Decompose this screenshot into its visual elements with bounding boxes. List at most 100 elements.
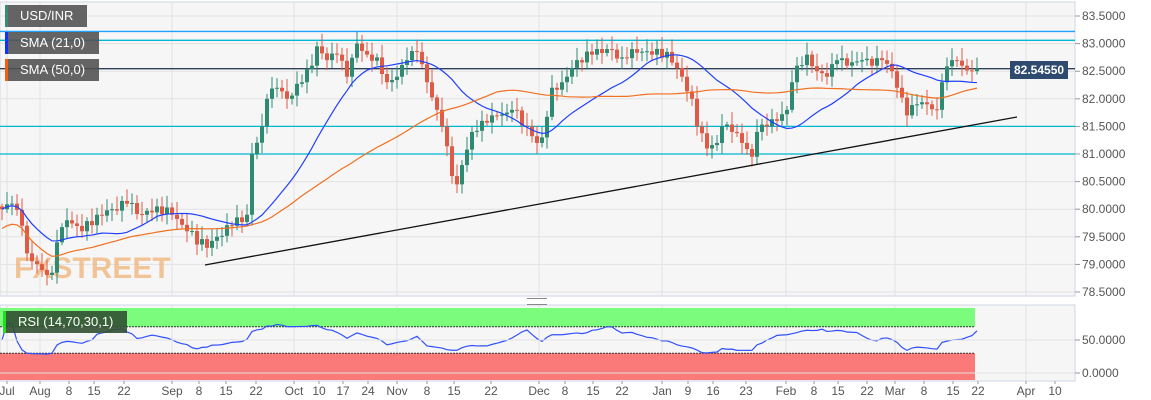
- sma21-legend[interactable]: SMA (21,0): [5, 32, 100, 54]
- candle: [770, 108, 774, 134]
- candle-body: [695, 98, 699, 127]
- candle-body: [465, 149, 469, 166]
- candle: [430, 69, 434, 102]
- candle-body: [0, 206, 4, 210]
- candle-body: [605, 49, 609, 53]
- y-tick-label: 79.0000: [1082, 257, 1126, 271]
- candle-body: [530, 126, 534, 137]
- candle-body: [510, 109, 514, 113]
- candle: [505, 103, 509, 122]
- x-tick-label: Jan: [652, 384, 671, 398]
- candle: [765, 113, 769, 136]
- candle-body: [385, 73, 389, 83]
- candle: [905, 91, 909, 127]
- candle: [625, 47, 629, 65]
- x-tick-label: 9: [685, 384, 692, 398]
- x-tick-label: Dec: [528, 384, 549, 398]
- candle: [140, 201, 144, 225]
- candle-body: [615, 49, 619, 59]
- candle-body: [370, 54, 374, 61]
- candle-body: [360, 43, 364, 51]
- candle-body: [100, 214, 104, 216]
- rsi-legend[interactable]: RSI (14,70,30,1): [3, 311, 128, 333]
- candle: [150, 198, 154, 222]
- sma50-legend[interactable]: SMA (50,0): [5, 59, 100, 81]
- candle: [445, 118, 449, 157]
- candle: [435, 94, 439, 121]
- candle: [375, 53, 379, 66]
- candle: [170, 202, 174, 221]
- candle-body: [215, 236, 219, 241]
- y-tick-label: 80.5000: [1082, 175, 1126, 189]
- candle: [835, 54, 839, 71]
- candle: [600, 37, 604, 64]
- candle-body: [975, 68, 979, 72]
- candle-body: [80, 225, 84, 232]
- candle: [240, 210, 244, 233]
- candle-body: [910, 105, 914, 116]
- candle-body: [815, 66, 819, 72]
- candle-body: [710, 145, 714, 149]
- candle-body: [730, 124, 734, 132]
- candle: [695, 86, 699, 136]
- candle: [915, 94, 919, 117]
- candle: [465, 136, 469, 173]
- candle: [930, 100, 934, 116]
- candle: [235, 204, 239, 231]
- candle-body: [415, 51, 419, 53]
- candle-body: [25, 225, 29, 254]
- candle-body: [410, 51, 414, 61]
- candle-body: [945, 66, 949, 83]
- candle-body: [670, 51, 674, 63]
- candle: [630, 42, 634, 68]
- candle: [860, 52, 864, 73]
- x-tick-label: 17: [336, 384, 350, 398]
- candle: [275, 78, 279, 98]
- x-tick-label: 23: [739, 384, 753, 398]
- candle-body: [235, 217, 239, 226]
- symbol-legend[interactable]: USD/INR: [5, 5, 88, 27]
- pane-resize-handle[interactable]: [527, 298, 547, 305]
- candle: [885, 50, 889, 73]
- x-tick-label: 15: [586, 384, 600, 398]
- candle: [440, 97, 444, 133]
- candle-body: [780, 114, 784, 121]
- candle: [160, 196, 164, 222]
- candle-body: [890, 63, 894, 72]
- x-tick-label: 22: [971, 384, 985, 398]
- candle: [480, 110, 484, 142]
- candle-body: [395, 76, 399, 81]
- candle: [640, 47, 644, 62]
- candle-body: [40, 264, 44, 270]
- candle: [965, 58, 969, 75]
- candle: [385, 67, 389, 90]
- x-tick-label: 22: [117, 384, 131, 398]
- candle-body: [440, 109, 444, 127]
- candle-body: [425, 64, 429, 83]
- candle-body: [430, 82, 434, 98]
- candle: [880, 50, 884, 69]
- candle: [365, 42, 369, 58]
- candle-body: [155, 206, 159, 213]
- candle: [970, 60, 974, 83]
- candle: [125, 189, 129, 208]
- candle: [680, 57, 684, 82]
- candle: [700, 121, 704, 142]
- candle-body: [805, 54, 809, 66]
- candle-body: [810, 54, 814, 67]
- candle-body: [840, 58, 844, 61]
- candle-body: [760, 124, 764, 132]
- candle-body: [575, 60, 579, 68]
- candle: [920, 95, 924, 109]
- candle-body: [750, 148, 754, 157]
- candle-body: [330, 53, 334, 61]
- candle-body: [450, 146, 454, 177]
- candle: [840, 45, 844, 71]
- candle: [715, 135, 719, 151]
- candle-body: [305, 69, 309, 83]
- candle: [290, 92, 294, 105]
- candle-body: [180, 219, 184, 225]
- candle: [615, 43, 619, 63]
- candle: [955, 56, 959, 68]
